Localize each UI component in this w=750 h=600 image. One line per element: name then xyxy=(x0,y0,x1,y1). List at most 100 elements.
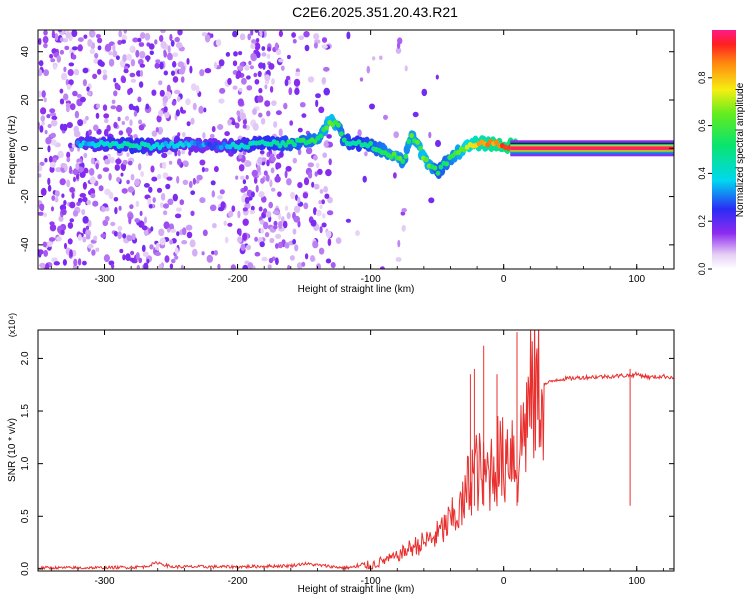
noise-blob xyxy=(255,38,260,43)
noise-blob xyxy=(195,179,200,184)
noise-blob xyxy=(383,114,388,120)
noise-blob xyxy=(303,202,309,210)
noise-blob xyxy=(129,119,133,126)
noise-blob xyxy=(138,119,143,125)
noise-blob xyxy=(96,128,102,135)
noise-blob xyxy=(201,166,205,173)
noise-blob xyxy=(159,202,164,209)
noise-blob xyxy=(180,264,184,269)
noise-blob xyxy=(293,215,301,223)
noise-blob xyxy=(170,40,175,47)
signal-point xyxy=(213,141,218,147)
noise-blob xyxy=(297,220,301,228)
noise-blob xyxy=(85,234,91,240)
noise-blob xyxy=(182,131,186,138)
noise-blob xyxy=(143,183,150,188)
noise-blob xyxy=(266,53,271,59)
noise-blob xyxy=(182,179,189,185)
noise-blob xyxy=(250,30,254,36)
noise-blob xyxy=(61,72,68,81)
noise-blob xyxy=(238,164,245,172)
signal-point xyxy=(485,142,491,148)
noise-blob xyxy=(159,61,164,70)
noise-blob xyxy=(79,193,87,198)
noise-blob xyxy=(435,74,439,80)
noise-blob xyxy=(180,106,184,114)
noise-blob xyxy=(404,65,408,72)
noise-blob xyxy=(237,98,244,106)
snr-y-ticks: 0.0 0.5 1.0 1.5 2.0 xyxy=(20,351,674,576)
noise-blob xyxy=(180,76,185,83)
noise-blob xyxy=(254,251,261,257)
noise-blob xyxy=(393,172,397,179)
noise-blob xyxy=(261,196,267,203)
spectrogram-noise-field xyxy=(38,30,441,269)
noise-blob xyxy=(169,228,177,233)
noise-blob xyxy=(366,65,371,74)
noise-blob xyxy=(289,120,294,126)
noise-blob xyxy=(58,215,64,222)
noise-blob xyxy=(102,74,108,81)
noise-blob xyxy=(244,64,250,71)
signal-point xyxy=(339,131,344,137)
noise-blob xyxy=(41,90,46,98)
noise-blob xyxy=(324,193,330,199)
noise-blob xyxy=(71,46,78,51)
noise-blob xyxy=(179,199,185,206)
noise-blob xyxy=(295,71,301,77)
noise-blob xyxy=(138,257,143,264)
noise-blob xyxy=(303,177,310,186)
noise-blob xyxy=(238,228,242,237)
noise-blob xyxy=(71,192,75,199)
noise-blob xyxy=(101,206,106,213)
noise-blob xyxy=(103,128,109,137)
noise-blob xyxy=(313,207,317,216)
noise-blob xyxy=(45,137,52,145)
noise-blob xyxy=(108,58,115,67)
noise-blob xyxy=(113,77,117,83)
y-tick-label: 20 xyxy=(20,94,31,106)
signal-point xyxy=(245,144,251,150)
noise-blob xyxy=(49,53,54,59)
noise-blob xyxy=(122,233,127,239)
noise-blob xyxy=(135,49,140,58)
noise-blob xyxy=(237,210,241,219)
noise-blob xyxy=(186,58,190,65)
spectrogram-x-ticks: -300 -200 -100 0 100 xyxy=(50,30,664,285)
noise-blob xyxy=(69,103,76,111)
noise-blob xyxy=(186,231,193,239)
noise-blob xyxy=(123,68,129,74)
noise-blob xyxy=(110,263,115,269)
noise-blob xyxy=(149,244,154,250)
noise-blob xyxy=(181,227,187,236)
noise-blob xyxy=(103,254,110,263)
noise-blob xyxy=(155,127,159,133)
noise-blob xyxy=(196,174,203,181)
noise-blob xyxy=(247,33,251,41)
noise-blob xyxy=(163,51,167,58)
noise-blob xyxy=(315,209,322,217)
noise-blob xyxy=(113,121,118,129)
noise-blob xyxy=(231,205,236,212)
y-tick-label: 40 xyxy=(20,46,31,58)
noise-blob xyxy=(82,236,87,243)
noise-blob xyxy=(166,84,171,93)
noise-blob xyxy=(43,97,47,103)
noise-blob xyxy=(206,254,213,263)
noise-blob xyxy=(210,180,216,186)
noise-blob xyxy=(108,51,114,56)
noise-blob xyxy=(86,86,90,92)
signal-point xyxy=(312,138,318,144)
noise-blob xyxy=(277,241,283,249)
noise-blob xyxy=(92,73,98,80)
noise-blob xyxy=(256,165,261,173)
y-tick-label: 1.0 xyxy=(20,456,31,470)
noise-blob xyxy=(81,209,86,216)
noise-blob xyxy=(43,69,49,77)
noise-blob xyxy=(242,207,248,212)
spectrogram-frame xyxy=(37,29,675,270)
noise-blob xyxy=(69,249,73,257)
noise-blob xyxy=(118,30,123,38)
noise-blob xyxy=(126,235,133,241)
noise-blob xyxy=(136,70,142,77)
